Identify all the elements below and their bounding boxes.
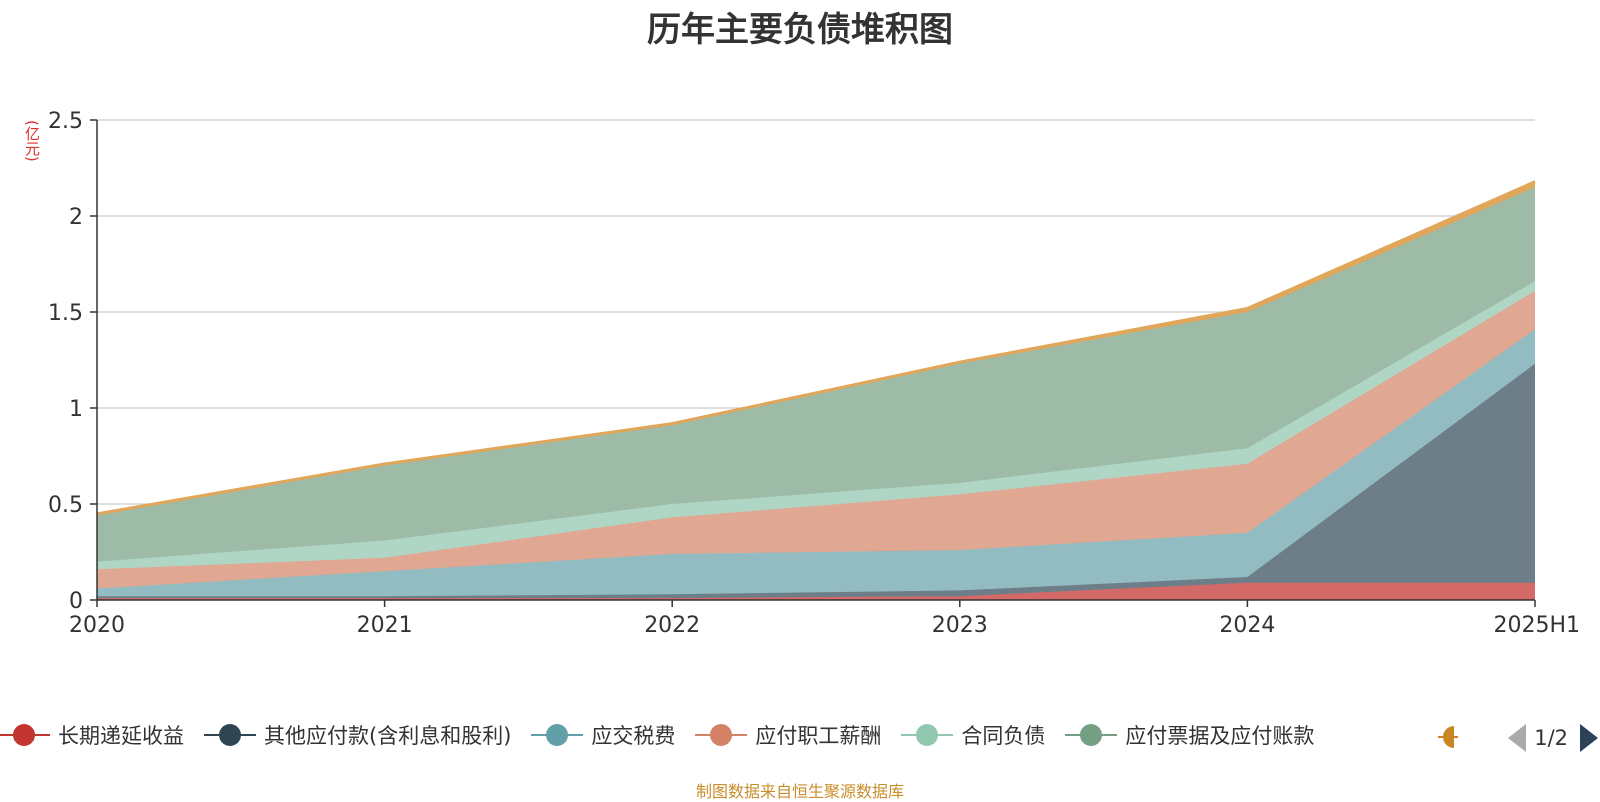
- legend-item[interactable]: 其他应付款(含利息和股利): [204, 720, 511, 750]
- legend-dot-icon: [1080, 724, 1103, 746]
- x-tick-label: 2024: [1219, 613, 1275, 638]
- legend-item[interactable]: 合同负债: [901, 720, 1045, 750]
- x-tick-label: 2022: [644, 613, 700, 638]
- legend-label: 应交税费: [591, 724, 676, 748]
- legend-marker-icon: [0, 723, 50, 747]
- legend-marker-icon: [204, 723, 256, 747]
- y-tick-label: 0: [69, 589, 83, 614]
- area-series-line-6: [96, 180, 1536, 515]
- legend-dot-icon: [219, 724, 241, 746]
- plot-area: 0 0.5 1 1.5 2 2.5 2020 2021 2022 2023 2024 2025H1: [48, 109, 1580, 638]
- legend-dot-icon: [710, 724, 733, 746]
- legend-next-page-icon[interactable]: [1580, 724, 1598, 752]
- source-footer: 制图数据来自恒生聚源数据库: [695, 782, 904, 801]
- legend-marker-icon: [531, 723, 584, 747]
- legend: 长期递延收益 其他应付款(含利息和股利) 应交税费 应付职工薪酬 合同负债 应付票据及应付…: [0, 715, 1600, 755]
- area-series-1[interactable]: [97, 363, 1535, 599]
- legend-label: 应付票据及应付账款: [1125, 724, 1315, 748]
- legend-dot-icon: [546, 724, 569, 746]
- x-tick-label: 2020: [69, 613, 125, 638]
- legend-partial-icon: [1438, 726, 1458, 748]
- axes: 0 0.5 1 1.5 2 2.5 2020 2021 2022 2023 2024 2025H1: [48, 109, 1580, 638]
- y-tick-label: 2: [69, 205, 83, 230]
- legend-page-indicator: 1/2: [1534, 726, 1568, 750]
- legend-marker-icon: [695, 723, 748, 747]
- x-tick-label: 2023: [932, 613, 988, 638]
- legend-prev-page-icon[interactable]: [1508, 724, 1527, 752]
- legend-label: 应付职工薪酬: [755, 724, 882, 748]
- x-tick-label: 2021: [357, 613, 413, 638]
- legend-label: 其他应付款(含利息和股利): [264, 724, 512, 748]
- legend-pager: 1/2: [1480, 718, 1600, 758]
- legend-item[interactable]: 长期递延收益: [0, 720, 184, 750]
- legend-item[interactable]: 应付职工薪酬: [695, 720, 881, 750]
- y-axis-unit-label: (亿元): [23, 120, 41, 162]
- legend-label: 合同负债: [961, 724, 1046, 748]
- area-series-5[interactable]: [97, 187, 1535, 562]
- legend-marker-icon: [901, 723, 954, 747]
- area-series-3[interactable]: [97, 290, 1535, 589]
- y-tick-label: 2.5: [48, 109, 83, 134]
- y-tick-label: 0.5: [48, 493, 83, 518]
- legend-marker-icon: [1065, 723, 1118, 747]
- area-series-0[interactable]: [97, 582, 1535, 600]
- legend-dot-icon: [13, 724, 35, 746]
- legend-item[interactable]: 应交税费: [531, 720, 675, 750]
- y-tick-label: 1: [69, 397, 83, 422]
- legend-overflow-item[interactable]: [1438, 725, 1480, 749]
- legend-item[interactable]: 应付票据及应付账款: [1065, 720, 1314, 750]
- area-series-layer[interactable]: [96, 180, 1536, 600]
- y-tick-label: 1.5: [48, 301, 83, 326]
- x-tick-label: 2025H1: [1493, 613, 1580, 638]
- legend-dot-icon: [916, 724, 939, 746]
- legend-label: 长期递延收益: [58, 724, 184, 748]
- chart-title: 历年主要负债堆积图: [647, 10, 953, 50]
